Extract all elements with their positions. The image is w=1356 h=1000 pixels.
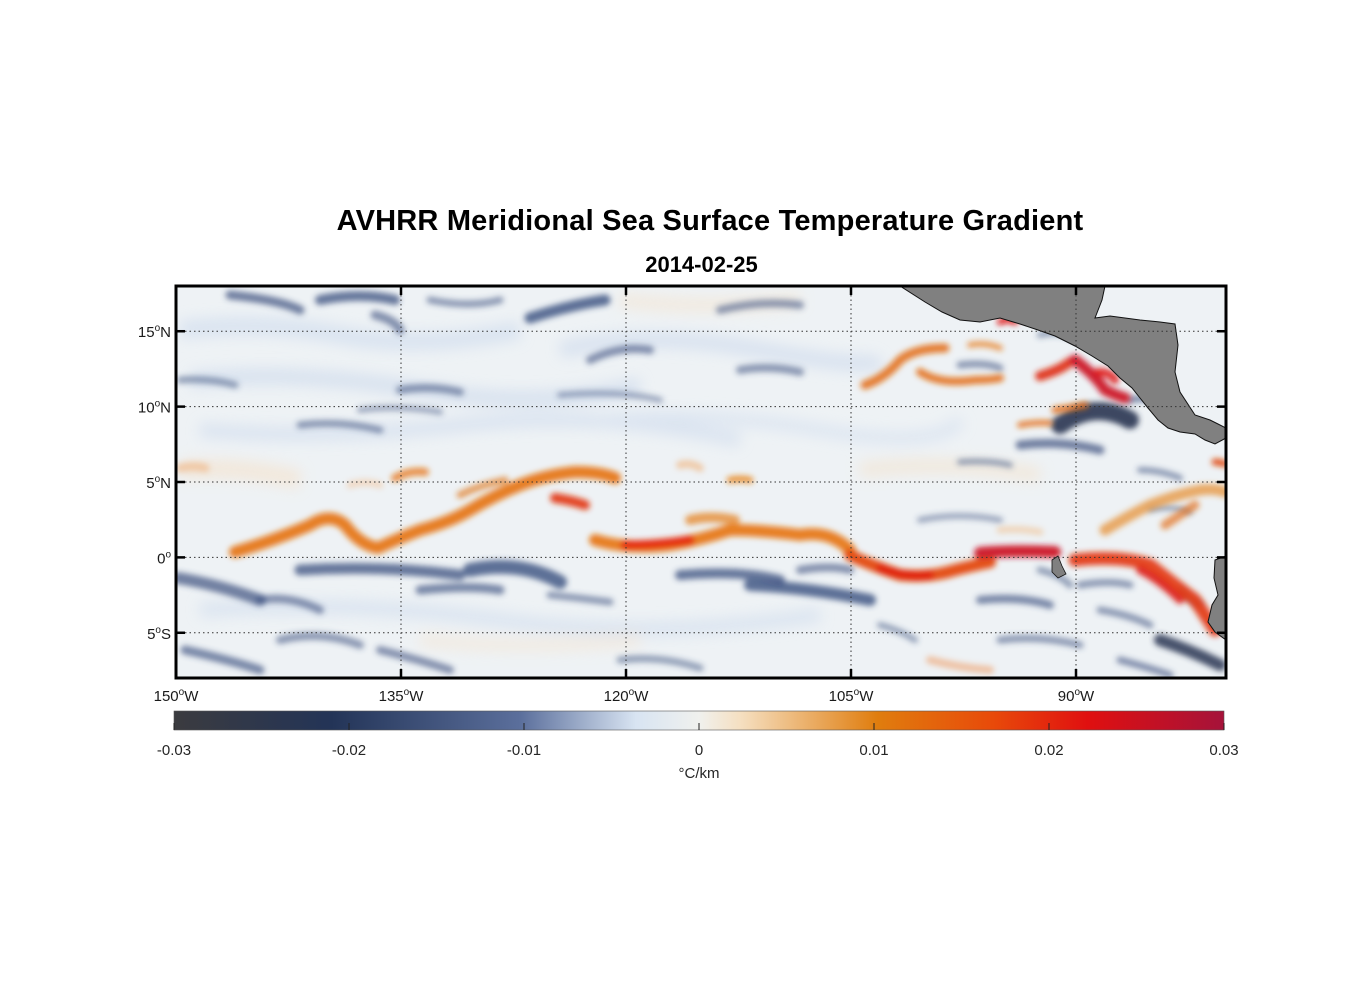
colorbar-tick-label: 0.03 — [1209, 742, 1238, 759]
colorbar-tick-label: 0.02 — [1034, 742, 1063, 759]
lat-tick-label: 5oS — [147, 625, 171, 643]
sst-gradient-field — [176, 286, 1226, 678]
lon-tick-label: 135oW — [379, 687, 425, 705]
lat-tick-label: 5oN — [146, 474, 171, 492]
colorbar-tick-label: 0 — [695, 742, 703, 759]
land-mass — [899, 286, 1226, 445]
chart-title: AVHRR Meridional Sea Surface Temperature… — [336, 205, 1084, 237]
lon-tick-label: 150oW — [154, 687, 200, 705]
lat-tick-label: 10oN — [138, 399, 171, 417]
lon-tick-label: 90oW — [1058, 687, 1095, 705]
lat-tick-label: 15oN — [138, 323, 171, 341]
colorbar-tick-label: 0.01 — [859, 742, 888, 759]
land-mass-south — [1207, 555, 1226, 641]
lon-tick-label: 105oW — [829, 687, 875, 705]
colorbar-tick-label: -0.01 — [507, 742, 541, 759]
chart-subtitle: 2014-02-25 — [645, 252, 758, 277]
island — [1051, 555, 1067, 579]
lon-tick-label: 120oW — [604, 687, 650, 705]
lat-tick-label: 0o — [157, 549, 171, 567]
colorbar-tick-label: -0.03 — [157, 742, 191, 759]
colorbar-label: °C/km — [679, 765, 720, 782]
colorbar-tick-label: -0.02 — [332, 742, 366, 759]
